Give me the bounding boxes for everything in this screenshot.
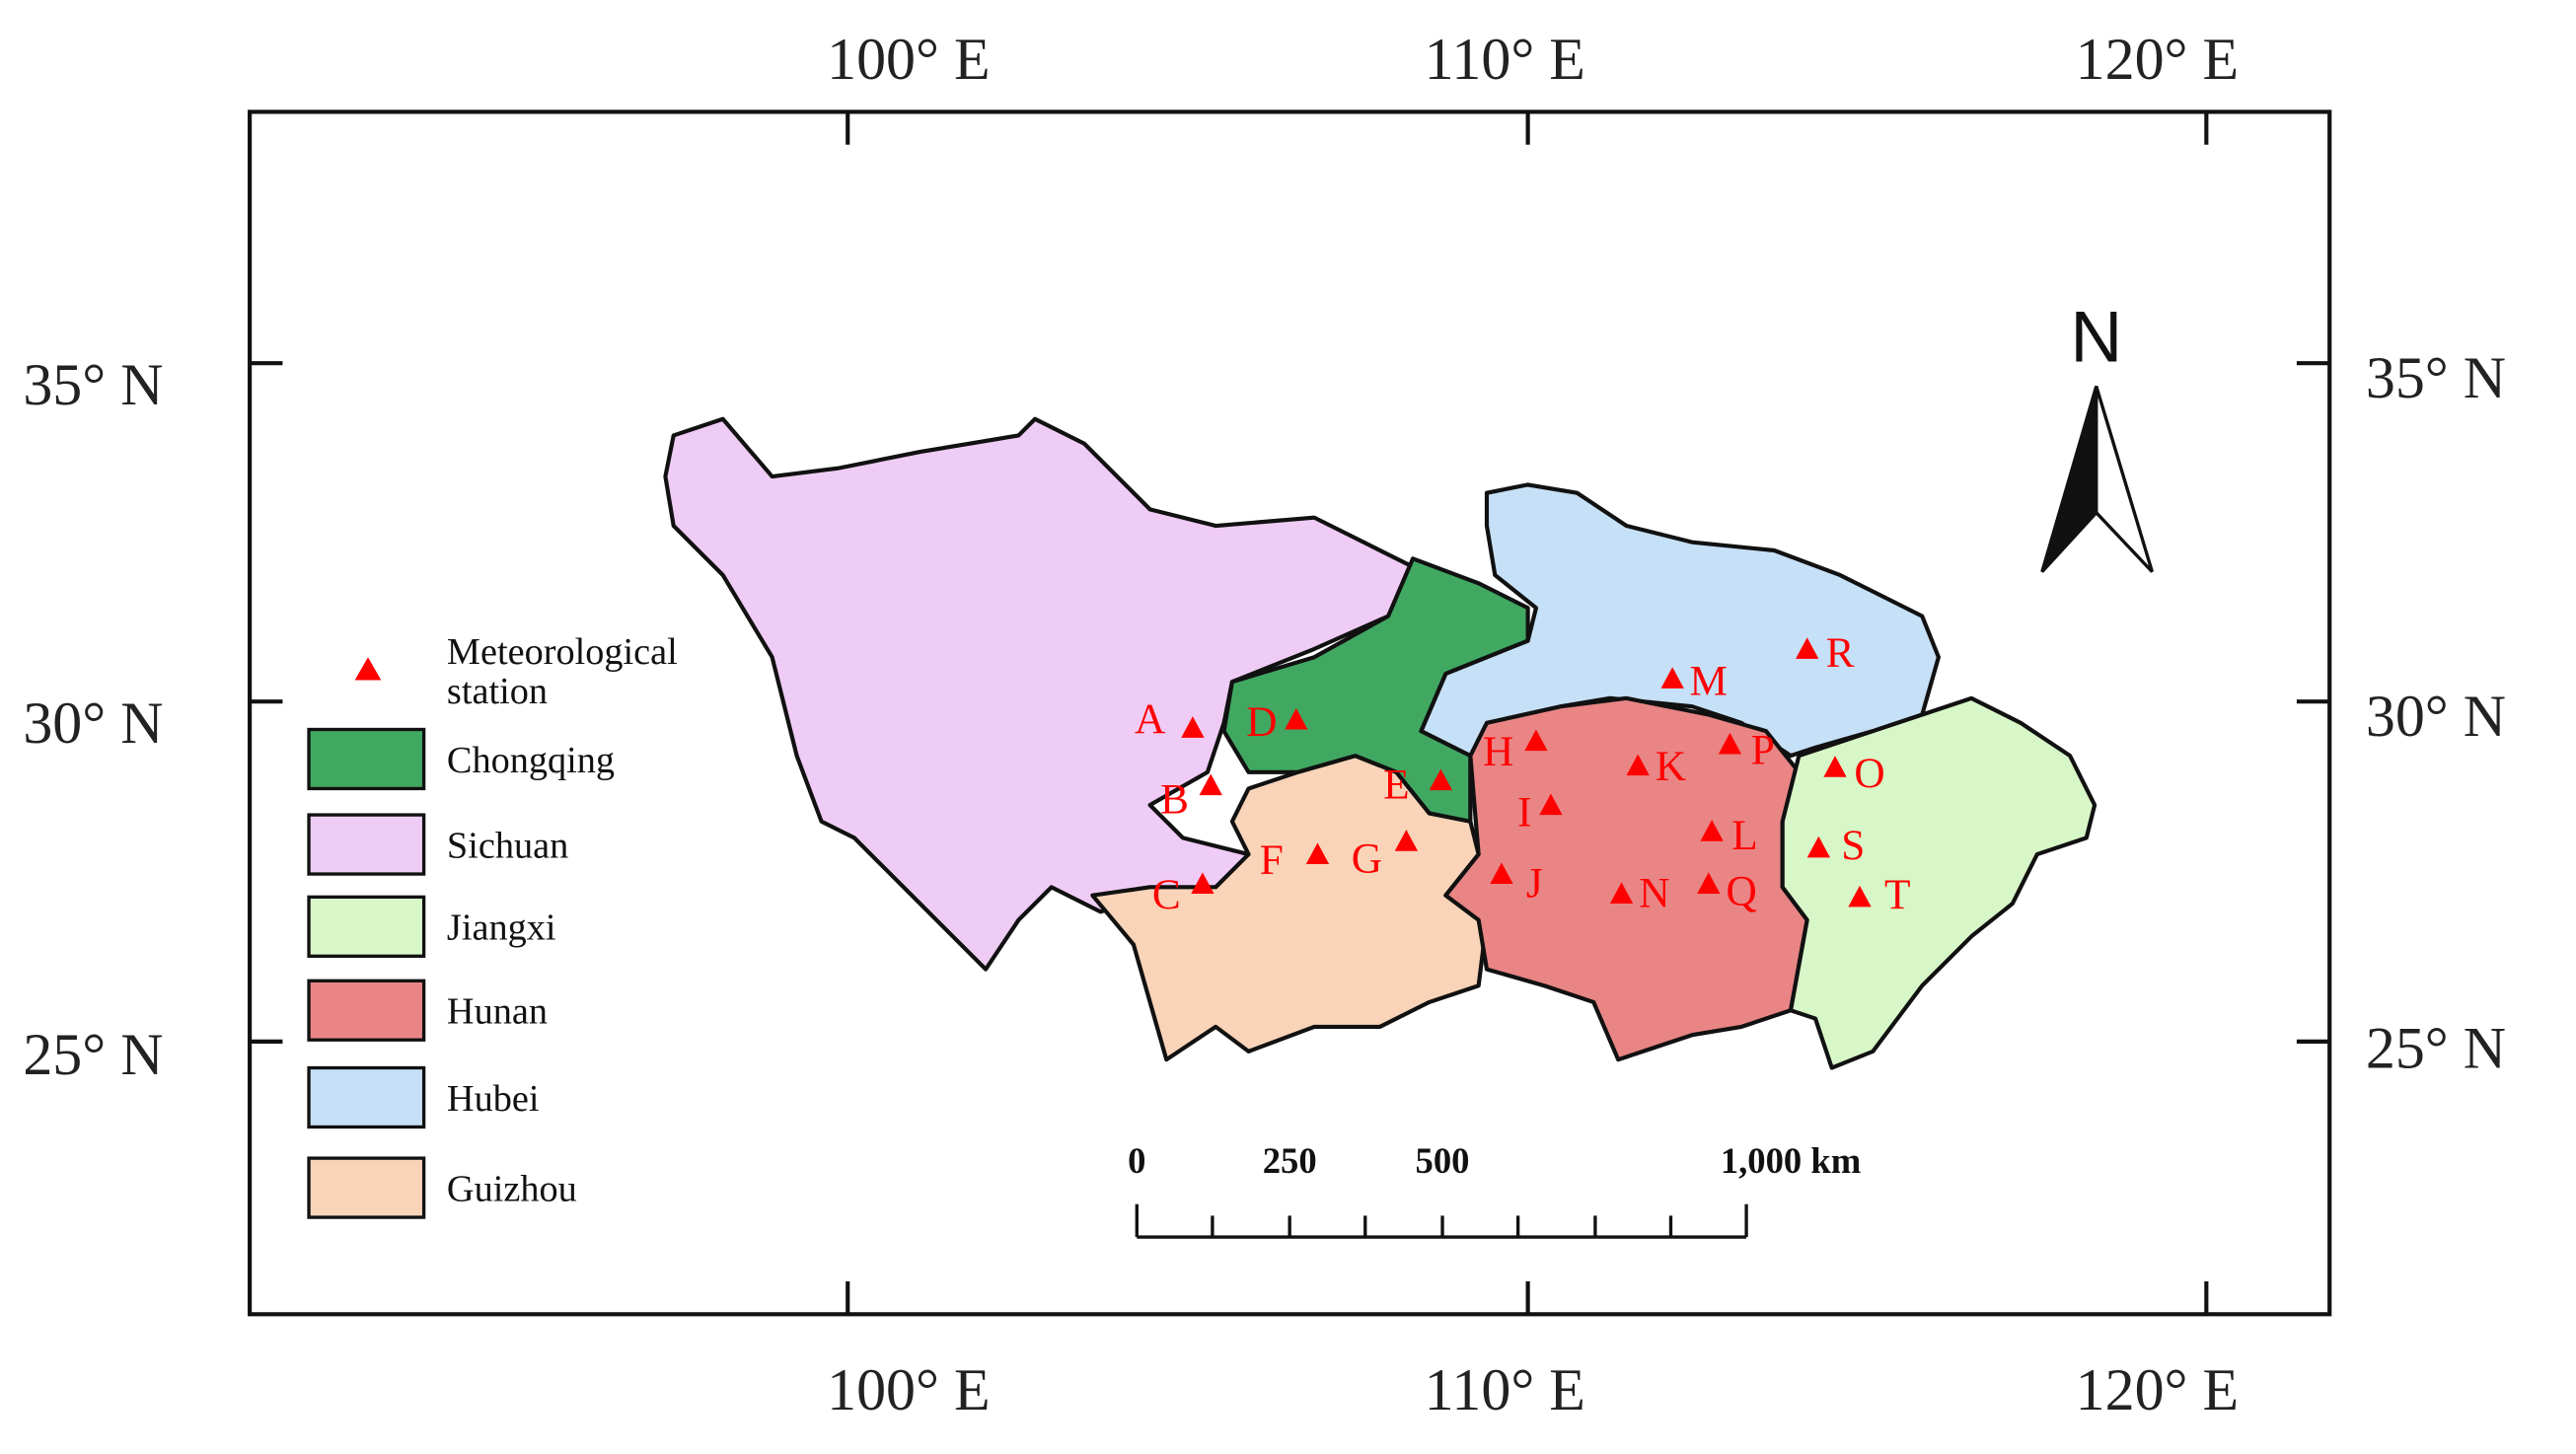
station-marker (1429, 768, 1453, 791)
scale-label: 0 (1128, 1140, 1145, 1181)
jiangxi (1780, 695, 2098, 1070)
station-label: S (1841, 822, 1865, 869)
legend-label: Chongqing (447, 740, 615, 781)
station-label: B (1160, 775, 1189, 823)
station-marker (1285, 707, 1308, 730)
station-label: G (1352, 835, 1382, 882)
station-label: H (1483, 728, 1513, 775)
station-label: E (1383, 761, 1409, 808)
legend-label: Meteorological (447, 631, 678, 673)
station-label: D (1246, 698, 1277, 746)
station-label: R (1826, 629, 1855, 677)
legend-swatch (307, 979, 426, 1042)
chongqing (1221, 556, 1530, 824)
sichuan (663, 416, 1416, 972)
station-marker (1305, 842, 1330, 865)
lon-label: 110° E (1425, 1357, 1585, 1422)
station-marker (1539, 793, 1563, 816)
legend-label: Hunan (447, 991, 548, 1033)
scale-bar (1135, 1203, 1748, 1239)
station-label: C (1152, 871, 1181, 918)
station-label: A (1135, 695, 1165, 743)
lon-label: 100° E (827, 27, 990, 92)
lon-label: 120° E (2076, 27, 2239, 92)
station-marker (1609, 882, 1634, 905)
lon-label: 110° E (1425, 27, 1585, 92)
lon-labels: 100° E 110° E 120° E 100° E 110° E 120° … (827, 27, 2239, 1422)
scale-label: 1,000 km (1721, 1140, 1861, 1181)
legend-swatch (307, 727, 426, 791)
lat-label: 30° N (23, 691, 163, 756)
station-marker (1697, 872, 1721, 895)
lat-label: 30° N (2366, 684, 2506, 749)
station-marker (1181, 716, 1205, 738)
legend: Meteorological station Chongqing Sichuan J… (307, 631, 678, 1219)
graticule-ticks (250, 111, 2330, 1315)
station-label: Q (1726, 868, 1756, 915)
station-marker (1199, 773, 1222, 796)
lat-label: 35° N (23, 352, 163, 417)
station-label: I (1517, 789, 1531, 836)
lat-label: 25° N (2366, 1016, 2506, 1081)
legend-label: Jiangxi (447, 908, 556, 949)
legend-swatch (307, 895, 426, 958)
station-label: T (1884, 871, 1910, 918)
hunan (1443, 695, 1809, 1062)
legend-label: Guizhou (447, 1168, 577, 1209)
lon-label: 120° E (2076, 1357, 2239, 1422)
lat-label: 25° N (23, 1022, 163, 1087)
station-marker (1490, 862, 1513, 885)
station-marker (1806, 836, 1831, 858)
scale-labels: 0 250 500 1,000 km (1128, 1140, 1861, 1181)
station-label: K (1656, 743, 1686, 790)
station-label: M (1690, 658, 1728, 705)
legend-swatch (307, 813, 426, 876)
station-marker (1700, 820, 1724, 841)
station-marker (1191, 872, 1214, 895)
station-marker (1660, 667, 1684, 689)
north-arrow: N (2040, 296, 2154, 573)
scale-label: 250 (1263, 1140, 1317, 1181)
lat-label: 35° N (2366, 345, 2506, 410)
legend-swatch (307, 1156, 426, 1219)
station-label: J (1526, 859, 1543, 907)
legend-label: Hubei (447, 1078, 540, 1120)
station-marker (1394, 830, 1419, 851)
station-marker (1796, 637, 1819, 659)
legend-regions: Chongqing Sichuan Jiangxi Hunan Hubei Guizhou (307, 727, 615, 1219)
station-marker (1848, 885, 1872, 908)
station-label: N (1639, 869, 1669, 916)
station-label: L (1731, 812, 1757, 859)
station-marker (1823, 756, 1847, 777)
scale-label: 500 (1416, 1140, 1470, 1181)
north-label: N (2070, 296, 2122, 377)
station-marker (1718, 732, 1742, 755)
frame (248, 109, 2332, 1317)
station-label: P (1751, 726, 1775, 773)
lat-labels: 35° N 30° N 25° N 35° N 30° N 25° N (23, 345, 2506, 1087)
legend-label: station (447, 671, 548, 712)
stations: AB C D E F G HIJ KL M N O P Q R ST (1135, 629, 1911, 918)
station-marker (1626, 754, 1650, 776)
station-marker (1524, 729, 1548, 752)
legend-swatch (307, 1065, 426, 1129)
station-label: O (1854, 750, 1884, 797)
station-label: F (1260, 836, 1284, 884)
lon-label: 100° E (827, 1357, 990, 1422)
legend-label: Sichuan (447, 825, 568, 866)
